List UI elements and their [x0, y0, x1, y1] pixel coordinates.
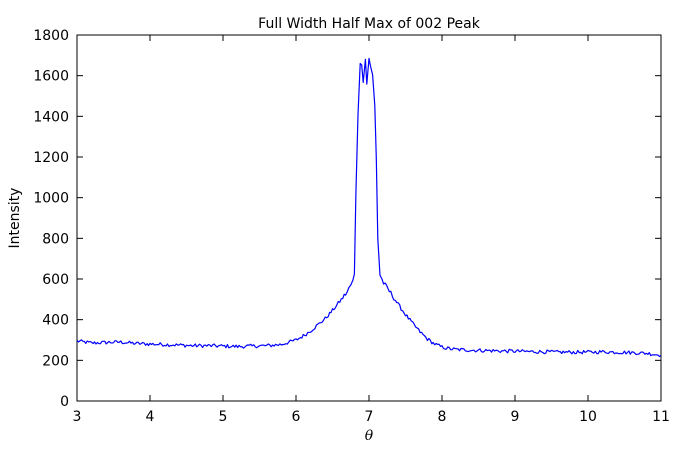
y-tick-label: 1000 — [33, 191, 69, 207]
y-tick-label: 1800 — [33, 28, 69, 44]
x-tick-label: 6 — [292, 409, 301, 425]
x-axis-label: θ — [365, 428, 374, 444]
x-tick-label: 10 — [579, 409, 597, 425]
y-tick-label: 200 — [42, 353, 69, 369]
y-tick-label: 1400 — [33, 109, 69, 125]
y-tick-label: 0 — [60, 394, 69, 410]
x-tick-label: 3 — [73, 409, 82, 425]
chart-title: Full Width Half Max of 002 Peak — [258, 16, 481, 32]
series-line-intensity — [76, 57, 662, 358]
plot-frame — [76, 34, 662, 402]
y-tick-label: 800 — [42, 231, 69, 247]
x-tick-label: 9 — [511, 409, 520, 425]
y-tick-label: 1600 — [33, 69, 69, 85]
plot-area — [76, 34, 662, 402]
y-axis-label: Intensity — [7, 188, 23, 249]
y-axis-ticks: 0 200 400 600 800 1000 1200 1400 1600 1800 — [33, 28, 661, 410]
y-tick-label: 1200 — [33, 150, 69, 166]
x-tick-label: 7 — [365, 409, 374, 425]
x-tick-label: 8 — [438, 409, 447, 425]
x-tick-label: 11 — [652, 409, 670, 425]
x-tick-label: 5 — [219, 409, 228, 425]
x-axis-ticks: 3 4 5 6 7 8 9 10 11 — [73, 35, 670, 425]
y-tick-label: 600 — [42, 272, 69, 288]
x-tick-label: 4 — [146, 409, 155, 425]
y-tick-label: 400 — [42, 313, 69, 329]
